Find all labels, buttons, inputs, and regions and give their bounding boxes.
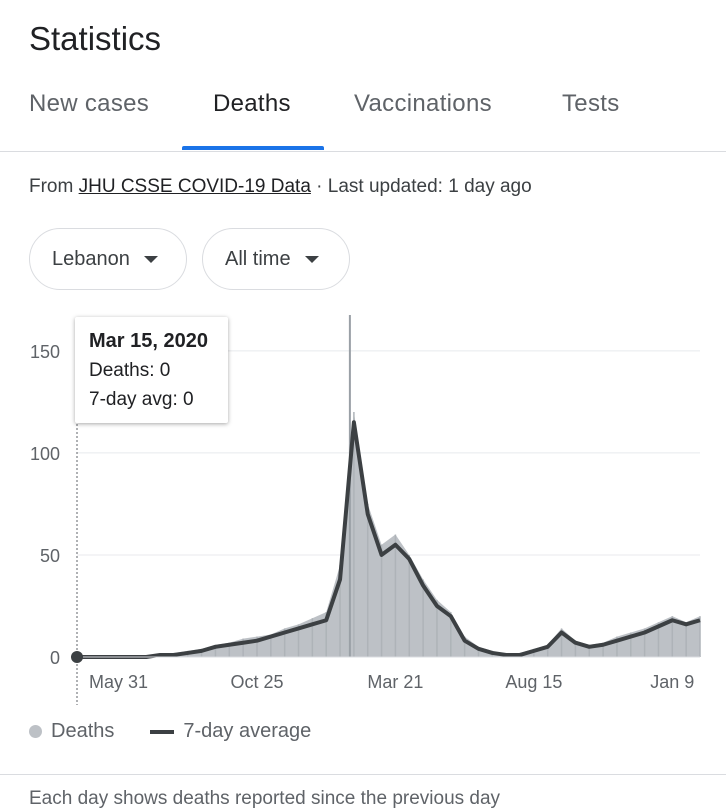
legend-avg-label: 7-day average: [183, 720, 312, 742]
source-prefix: From: [29, 176, 79, 197]
chevron-down-icon: [143, 255, 158, 263]
source-link[interactable]: JHU CSSE COVID-19 Data: [78, 176, 311, 197]
period-dropdown[interactable]: All time: [202, 228, 350, 290]
tooltip-deaths: Deaths: 0: [89, 360, 171, 381]
x-tick-label: May 31: [89, 672, 148, 692]
avg-legend-line-icon: [150, 729, 175, 734]
deaths-area: [77, 412, 700, 657]
location-dropdown[interactable]: Lebanon: [29, 228, 187, 290]
last-updated: · Last updated: 1 day ago: [310, 176, 532, 197]
chevron-down-icon: [304, 255, 319, 263]
legend-deaths-label: Deaths: [51, 720, 115, 742]
x-tick-label: Jan 9: [650, 672, 694, 692]
tooltip-date: Mar 15, 2020: [89, 330, 208, 352]
y-tick-label: 50: [40, 546, 60, 566]
data-source-line: From JHU CSSE COVID-19 Data · Last updat…: [29, 176, 532, 198]
x-tick-label: Aug 15: [505, 672, 562, 692]
page-title: Statistics: [29, 20, 162, 57]
tab-tests[interactable]: Tests: [562, 90, 620, 117]
period-value: All time: [225, 247, 291, 270]
chart-footnote: Each day shows deaths reported since the…: [29, 788, 501, 809]
tooltip-avg: 7-day avg: 0: [89, 389, 194, 410]
chart-tooltip: Mar 15, 2020 Deaths: 0 7-day avg: 0: [75, 317, 228, 423]
location-value: Lebanon: [52, 247, 130, 270]
tabs-divider: [0, 151, 726, 152]
y-tick-label: 100: [30, 444, 60, 464]
tab-deaths[interactable]: Deaths: [213, 90, 291, 117]
tab-bar: New cases Deaths Vaccinations Tests: [0, 78, 726, 152]
avg-line: [77, 420, 701, 659]
deaths-legend-dot-icon: [29, 725, 42, 738]
deaths-chart[interactable]: 0 50 100 150 May 31 Oct 25 Mar 21 Aug 15 Jan 9: [0, 300, 726, 710]
chart-legend: Deaths 7-day average: [29, 720, 311, 743]
active-tab-indicator: [182, 146, 324, 150]
tab-new-cases[interactable]: New cases: [29, 90, 150, 117]
y-tick-label: 0: [50, 648, 60, 668]
y-tick-label: 150: [30, 342, 60, 362]
x-tick-label: Mar 21: [367, 672, 423, 692]
section-divider: [0, 774, 726, 775]
x-tick-label: Oct 25: [230, 672, 283, 692]
cursor-point: [71, 651, 83, 663]
tab-vaccinations[interactable]: Vaccinations: [354, 90, 492, 117]
